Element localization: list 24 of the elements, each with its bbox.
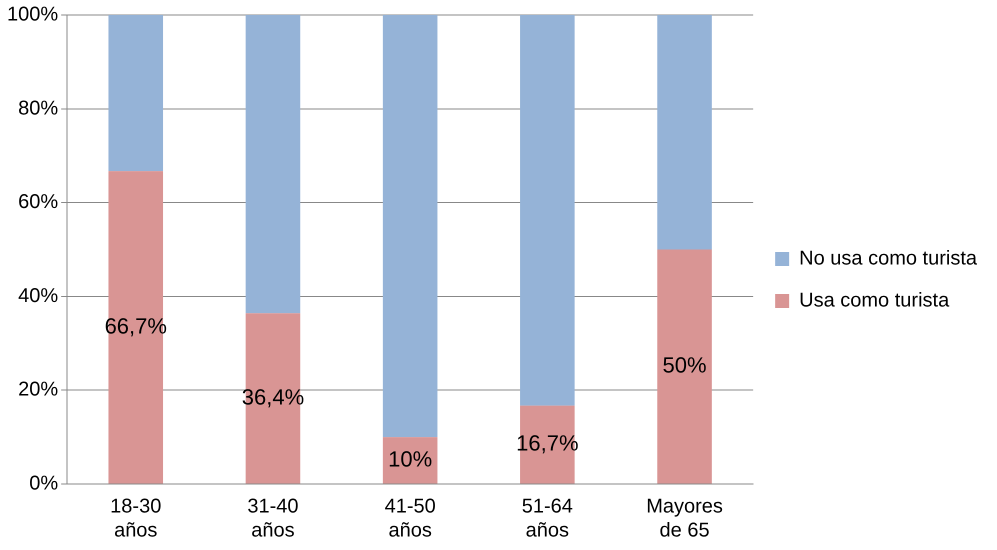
y-tick-label: 40% (18, 284, 58, 307)
y-tick-label: 60% (18, 191, 58, 214)
bar (657, 15, 712, 250)
bar (657, 250, 712, 484)
x-tick-label: 31-40 años (247, 496, 299, 542)
bar (520, 15, 575, 406)
data-label: 10% (388, 446, 432, 472)
y-tick-label: 20% (18, 378, 58, 401)
bar (246, 15, 300, 314)
x-tick-label: 41-50 años (384, 496, 436, 542)
data-label: 66,7% (104, 313, 167, 338)
y-tick-label: 80% (18, 97, 58, 120)
data-label: 36,4% (242, 384, 304, 410)
data-label: 50% (662, 352, 707, 378)
x-tick-label: 18-30 años (110, 496, 162, 542)
bar (108, 15, 164, 172)
legend-label: Usa como turista (799, 290, 950, 312)
data-label: 16,7% (516, 430, 579, 456)
bar (382, 15, 438, 438)
legend-label: No usa como turista (799, 248, 978, 270)
x-tick-label: 51-64 años (522, 496, 573, 542)
y-tick-label: 0% (29, 472, 58, 495)
y-tick-label: 100% (6, 4, 58, 26)
x-tick-label: Mayores de 65 (646, 496, 723, 542)
